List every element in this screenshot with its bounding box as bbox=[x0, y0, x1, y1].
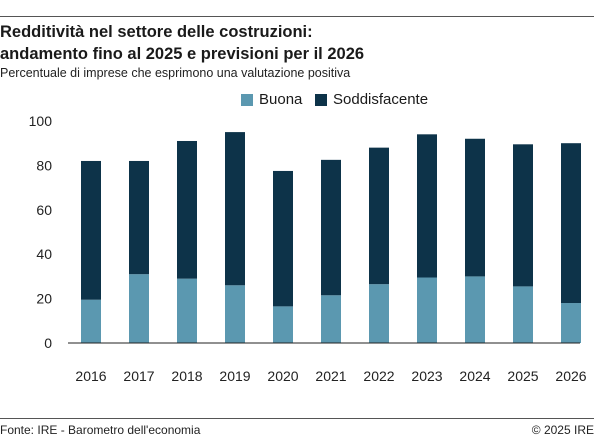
bar-soddisfacente bbox=[321, 159, 341, 296]
bar-soddisfacente bbox=[513, 144, 533, 287]
y-tick-label: 0 bbox=[44, 335, 52, 351]
source-note: Fonte: IRE - Barometro dell'economia bbox=[0, 423, 201, 437]
bar-buona bbox=[321, 295, 341, 343]
chart-title: Redditività nel settore delle costruzion… bbox=[0, 21, 560, 65]
chart-subtitle: Percentuale di imprese che esprimono una… bbox=[0, 66, 351, 80]
x-tick-label: 2016 bbox=[75, 368, 106, 384]
bottom-rule bbox=[0, 418, 594, 419]
title-line-1: Redditività nel settore delle costruzion… bbox=[0, 23, 313, 41]
bar-buona bbox=[417, 277, 437, 343]
bar-soddisfacente bbox=[417, 134, 437, 278]
legend-swatch-buona bbox=[241, 93, 253, 106]
stacked-bar-chart: 0 20 40 60 80 100 2016 2017 2018 2019 2020 2021 2022… bbox=[29, 113, 587, 384]
y-tick-label: 100 bbox=[29, 113, 53, 129]
x-tick-label: 2021 bbox=[315, 368, 346, 384]
bar-soddisfacente bbox=[225, 132, 245, 286]
legend-item-buona: Buona bbox=[241, 91, 302, 108]
bar-buona bbox=[129, 274, 149, 343]
legend-label-soddisfacente: Soddisfacente bbox=[333, 91, 429, 108]
y-tick-label: 80 bbox=[36, 157, 52, 173]
legend: Buona Soddisfacente bbox=[0, 91, 594, 111]
bar-soddisfacente bbox=[129, 160, 149, 275]
legend-item-soddisfacente: Soddisfacente bbox=[315, 91, 428, 108]
bar-soddisfacente bbox=[273, 170, 293, 307]
y-tick-label: 20 bbox=[36, 291, 52, 307]
y-tick-label: 40 bbox=[36, 246, 52, 262]
x-tick-label: 2025 bbox=[507, 368, 538, 384]
bar-buona bbox=[225, 285, 245, 343]
x-tick-label: 2019 bbox=[219, 368, 250, 384]
bar-buona bbox=[513, 286, 533, 343]
bar-buona bbox=[369, 284, 389, 343]
x-tick-label: 2023 bbox=[411, 368, 442, 384]
legend-swatch-soddisfacente bbox=[315, 93, 327, 106]
y-tick-label: 60 bbox=[36, 202, 52, 218]
bar-buona bbox=[273, 306, 293, 343]
x-tick-label: 2022 bbox=[363, 368, 394, 384]
bar-soddisfacente bbox=[369, 147, 389, 285]
x-tick-label: 2020 bbox=[267, 368, 298, 384]
bar-soddisfacente bbox=[177, 140, 197, 279]
bar-buona bbox=[465, 276, 485, 343]
x-tick-label: 2018 bbox=[171, 368, 202, 384]
title-line-2: andamento fino al 2025 e previsioni per … bbox=[0, 45, 365, 63]
bar-soddisfacente bbox=[561, 143, 581, 304]
bar-soddisfacente bbox=[81, 160, 101, 300]
top-rule bbox=[0, 16, 594, 17]
legend-label-buona: Buona bbox=[259, 91, 303, 108]
bar-buona bbox=[81, 299, 101, 343]
bar-soddisfacente bbox=[465, 138, 485, 277]
x-tick-label: 2017 bbox=[123, 368, 154, 384]
bar-buona bbox=[177, 278, 197, 343]
x-tick-label: 2024 bbox=[459, 368, 490, 384]
copyright-note: © 2025 IRE bbox=[531, 423, 594, 437]
bar-buona bbox=[561, 303, 581, 343]
x-tick-label: 2026 bbox=[555, 368, 586, 384]
